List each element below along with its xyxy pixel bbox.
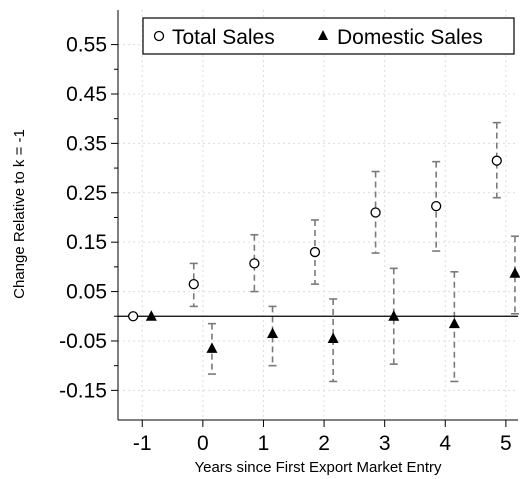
y-tick-label: -0.15 xyxy=(59,379,107,402)
legend: Total Sales Domestic Sales xyxy=(142,17,515,55)
point-domestic-sales xyxy=(388,310,400,321)
point-total-sales xyxy=(188,279,199,290)
plot-area xyxy=(118,10,518,420)
y-axis-ticks: 0.55 0.45 0.35 0.25 0.15 0.05 -0.05 -0.15 xyxy=(59,34,118,402)
point-domestic-sales xyxy=(448,317,460,329)
y-tick-label: 0.25 xyxy=(66,182,107,205)
x-tick-label: 3 xyxy=(379,432,391,455)
legend-marker-total-sales xyxy=(153,30,165,42)
x-tick-label: 4 xyxy=(439,432,451,455)
y-tick-label: 0.55 xyxy=(66,34,107,57)
y-tick-label: 0.35 xyxy=(66,132,107,155)
x-axis-title: Years since First Export Market Entry xyxy=(194,459,442,476)
point-total-sales xyxy=(249,258,260,269)
legend-box xyxy=(142,17,515,55)
x-tick-label: 1 xyxy=(258,432,270,455)
point-total-sales xyxy=(309,246,321,258)
x-axis-ticks: -1 0 1 2 3 4 5 xyxy=(133,420,512,455)
x-tick-label: 5 xyxy=(500,432,512,455)
legend-label-domestic-sales: Domestic Sales xyxy=(337,26,483,49)
x-tick-label: -1 xyxy=(133,432,152,455)
gridlines xyxy=(118,10,518,420)
y-tick-label: 0.45 xyxy=(66,83,107,106)
point-domestic-sales xyxy=(327,332,339,343)
data-markers xyxy=(128,155,520,353)
legend-marker-domestic-sales xyxy=(318,30,328,40)
point-total-sales xyxy=(431,200,442,212)
x-tick-label: 0 xyxy=(197,432,209,455)
point-domestic-sales xyxy=(509,267,520,278)
y-tick-label: 0.05 xyxy=(66,281,107,304)
point-domestic-sales xyxy=(206,342,218,353)
point-domestic-sales xyxy=(267,327,279,339)
y-tick-label: 0.15 xyxy=(66,231,107,254)
x-tick-label: 2 xyxy=(318,432,330,455)
y-tick-label: -0.05 xyxy=(59,330,107,353)
point-total-sales xyxy=(370,207,381,218)
legend-label-total-sales: Total Sales xyxy=(172,26,275,49)
y-axis-title: Change Relative to k = -1 xyxy=(11,129,28,299)
point-total-sales xyxy=(128,311,139,322)
point-domestic-sales xyxy=(145,310,157,321)
point-total-sales xyxy=(491,155,502,166)
